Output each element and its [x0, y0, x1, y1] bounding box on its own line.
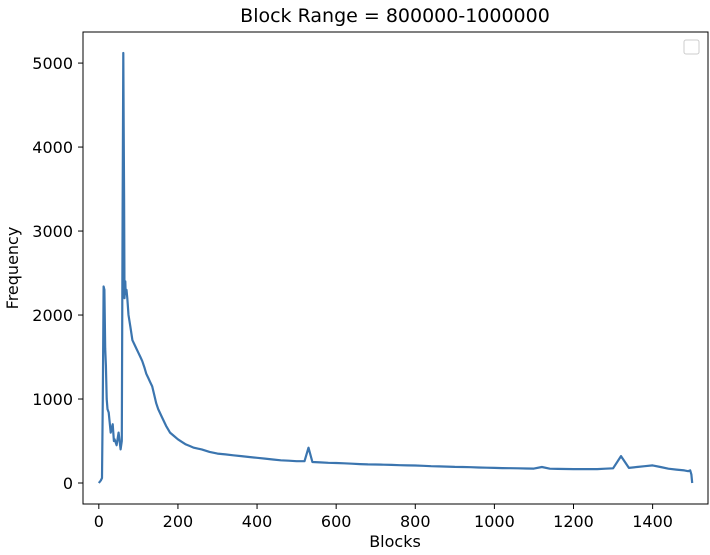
plot-area [97, 51, 694, 484]
y-tick-label: 1000 [32, 390, 73, 409]
x-tick-label: 1000 [474, 512, 515, 531]
x-axis-label: Blocks [369, 532, 421, 551]
plot-frame [82, 31, 709, 505]
y-tick-label: 5000 [32, 54, 73, 73]
y-axis-label: Frequency [3, 227, 22, 310]
y-tick-label: 4000 [32, 138, 73, 157]
legend-box [683, 39, 700, 55]
x-tick-label: 200 [163, 512, 194, 531]
y-tick-label: 2000 [32, 306, 73, 325]
y-tick-label: 0 [63, 474, 73, 493]
x-tick-label: 0 [94, 512, 104, 531]
chart-title: Block Range = 800000-1000000 [240, 5, 550, 27]
x-tick-label: 400 [242, 512, 273, 531]
series-line-0 [97, 51, 694, 484]
y-tick-label: 3000 [32, 222, 73, 241]
x-tick-label: 1200 [553, 512, 594, 531]
axis-ticks: 0 200 400 600 800 1000 1200 1400 0 1000 2000 3000 40… [32, 54, 673, 531]
x-tick-label: 600 [321, 512, 352, 531]
x-tick-label: 800 [400, 512, 431, 531]
x-tick-label: 1400 [632, 512, 673, 531]
